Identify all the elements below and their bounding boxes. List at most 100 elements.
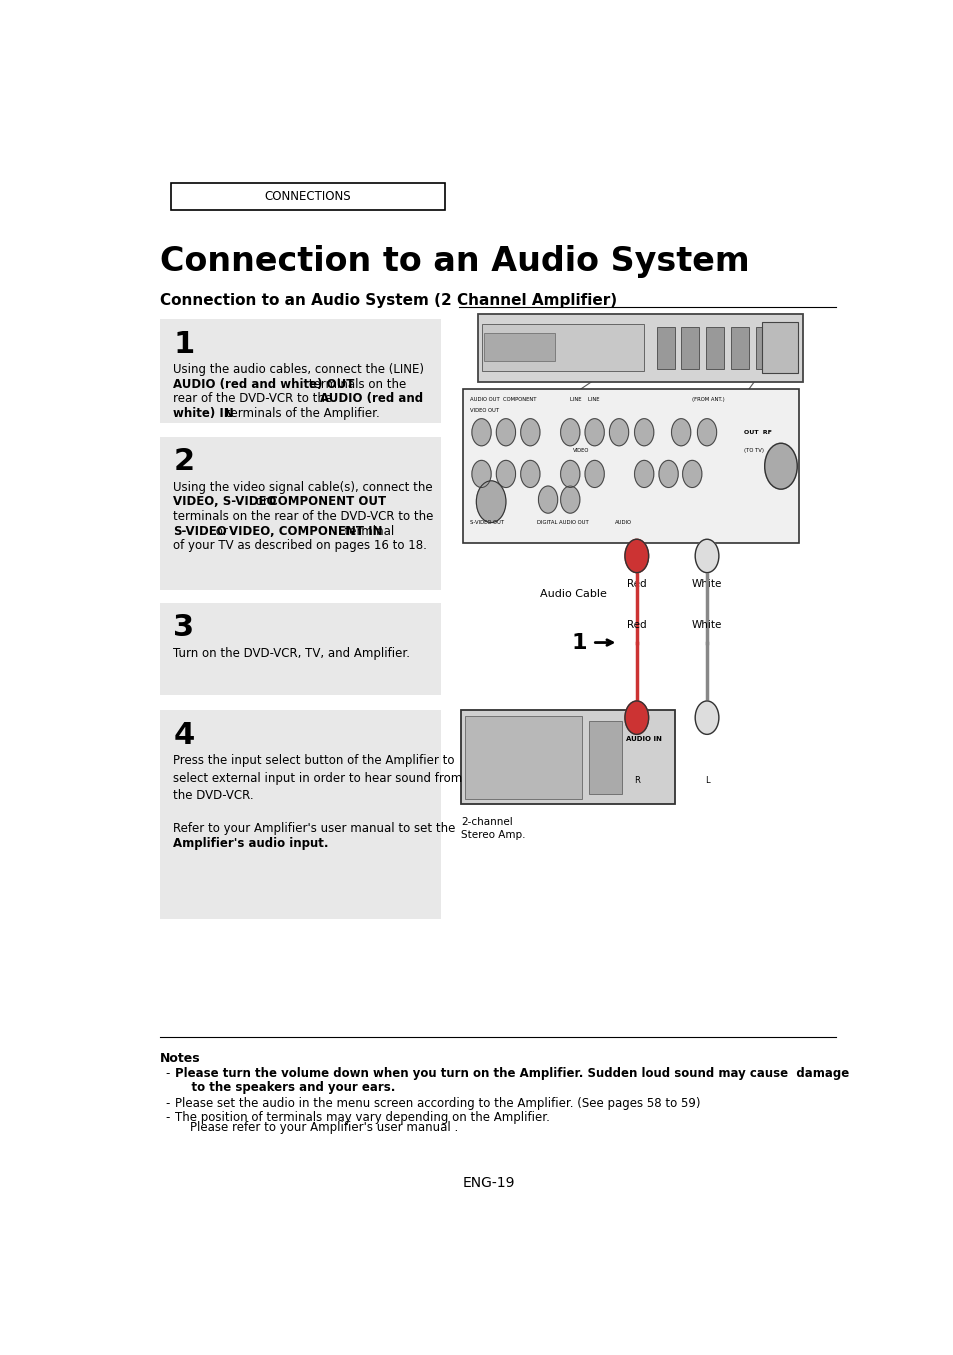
Text: Connection to an Audio System (2 Channel Amplifier): Connection to an Audio System (2 Channel… [160,293,617,308]
Text: R: R [633,776,639,786]
Text: VIDEO OUT: VIDEO OUT [470,408,499,413]
Circle shape [695,701,719,734]
Text: Using the audio cables, connect the (LINE): Using the audio cables, connect the (LIN… [173,363,424,375]
Text: 1: 1 [173,329,194,359]
Text: Using the video signal cable(s), connect the: Using the video signal cable(s), connect… [173,481,433,493]
Circle shape [472,419,491,446]
Circle shape [671,419,690,446]
Circle shape [537,486,558,514]
Circle shape [634,419,653,446]
Text: Press the input select button of the Amplifier to
select external input in order: Press the input select button of the Amp… [173,755,462,802]
Circle shape [697,419,716,446]
Text: COMPONENT OUT: COMPONENT OUT [269,496,386,508]
Text: CONNECTIONS: CONNECTIONS [264,190,351,203]
Text: or: or [252,496,272,508]
FancyBboxPatch shape [761,322,797,374]
Text: AUDIO IN: AUDIO IN [625,736,661,741]
Text: terminals on the rear of the DVD-VCR to the: terminals on the rear of the DVD-VCR to … [173,509,434,523]
Text: of your TV as described on pages 16 to 18.: of your TV as described on pages 16 to 1… [173,539,427,553]
Text: -: - [166,1098,170,1111]
Circle shape [476,481,505,523]
FancyBboxPatch shape [160,438,440,591]
FancyBboxPatch shape [483,333,555,360]
FancyBboxPatch shape [160,603,440,695]
Text: ENG-19: ENG-19 [462,1176,515,1190]
Text: AUDIO (red and: AUDIO (red and [319,392,422,405]
Text: AUDIO OUT  COMPONENT: AUDIO OUT COMPONENT [470,397,537,402]
Text: White: White [691,621,721,630]
Text: terminals of the Amplifier.: terminals of the Amplifier. [222,406,379,420]
Circle shape [624,539,648,573]
FancyBboxPatch shape [680,328,699,369]
Circle shape [496,419,515,446]
FancyBboxPatch shape [730,328,748,369]
FancyBboxPatch shape [171,183,444,210]
Circle shape [682,461,701,488]
Circle shape [560,486,579,514]
FancyBboxPatch shape [705,328,723,369]
Text: AUDIO (red and white) OUT: AUDIO (red and white) OUT [173,378,355,390]
Text: VIDEO, COMPONENT IN: VIDEO, COMPONENT IN [229,524,382,538]
Text: terminals on the: terminals on the [305,378,406,390]
Circle shape [520,461,539,488]
Text: Please turn the volume down when you turn on the Amplifier. Sudden loud sound ma: Please turn the volume down when you tur… [174,1068,848,1080]
Text: Please refer to your Amplifier's user manual .: Please refer to your Amplifier's user ma… [174,1122,457,1134]
Circle shape [496,461,515,488]
FancyBboxPatch shape [656,328,674,369]
Text: Refer to your Amplifier's user manual to set the: Refer to your Amplifier's user manual to… [173,822,456,835]
Text: VIDEO, S-VIDEO: VIDEO, S-VIDEO [173,496,276,508]
Text: Red: Red [626,579,646,589]
Circle shape [472,461,491,488]
Text: White: White [691,579,721,589]
Circle shape [520,419,539,446]
Text: Please set the audio in the menu screen according to the Amplifier. (See pages 5: Please set the audio in the menu screen … [174,1098,700,1111]
Text: (FROM ANT.): (FROM ANT.) [692,397,724,402]
FancyBboxPatch shape [481,324,643,371]
FancyBboxPatch shape [460,710,675,805]
Circle shape [560,419,579,446]
FancyBboxPatch shape [755,328,773,369]
Circle shape [584,419,603,446]
Circle shape [659,461,678,488]
Text: OUT  RF: OUT RF [743,430,771,435]
FancyBboxPatch shape [477,314,802,382]
FancyBboxPatch shape [589,721,621,794]
Text: (TO TV): (TO TV) [743,449,763,454]
Text: S-VIDEO OUT: S-VIDEO OUT [470,520,504,524]
Text: 2-channel: 2-channel [460,817,512,827]
Text: The position of terminals may vary depending on the Amplifier.: The position of terminals may vary depen… [174,1111,549,1125]
Text: Amplifier's audio input.: Amplifier's audio input. [173,836,329,850]
Circle shape [764,443,797,489]
Text: to the speakers and your ears.: to the speakers and your ears. [174,1081,395,1093]
Text: LINE    LINE: LINE LINE [570,397,599,402]
Text: DIGITAL AUDIO OUT: DIGITAL AUDIO OUT [537,520,588,524]
FancyBboxPatch shape [160,320,440,423]
Text: L: L [704,776,709,786]
FancyBboxPatch shape [160,710,440,919]
FancyBboxPatch shape [462,389,799,543]
Text: -: - [166,1111,170,1125]
Text: AUDIO: AUDIO [614,520,631,524]
Text: -: - [166,1068,170,1080]
Text: terminal: terminal [337,524,395,538]
Circle shape [560,461,579,488]
Text: Red: Red [626,621,646,630]
Circle shape [624,701,648,734]
Text: Notes: Notes [160,1051,200,1065]
Text: Turn on the DVD-VCR, TV, and Amplifier.: Turn on the DVD-VCR, TV, and Amplifier. [173,646,410,660]
Circle shape [609,419,628,446]
Text: S-VIDEO: S-VIDEO [173,524,227,538]
Text: rear of the DVD-VCR to the: rear of the DVD-VCR to the [173,392,335,405]
FancyBboxPatch shape [464,715,582,799]
Text: 1: 1 [571,633,586,653]
Circle shape [584,461,603,488]
Text: Audio Cable: Audio Cable [539,589,606,599]
Text: 3: 3 [173,614,194,642]
Text: Stereo Amp.: Stereo Amp. [460,831,525,840]
Text: 4: 4 [173,721,194,749]
Text: white) IN: white) IN [173,406,233,420]
Text: Connection to an Audio System: Connection to an Audio System [160,245,749,278]
Circle shape [634,461,653,488]
Text: VIDEO: VIDEO [572,449,588,454]
Circle shape [695,539,719,573]
